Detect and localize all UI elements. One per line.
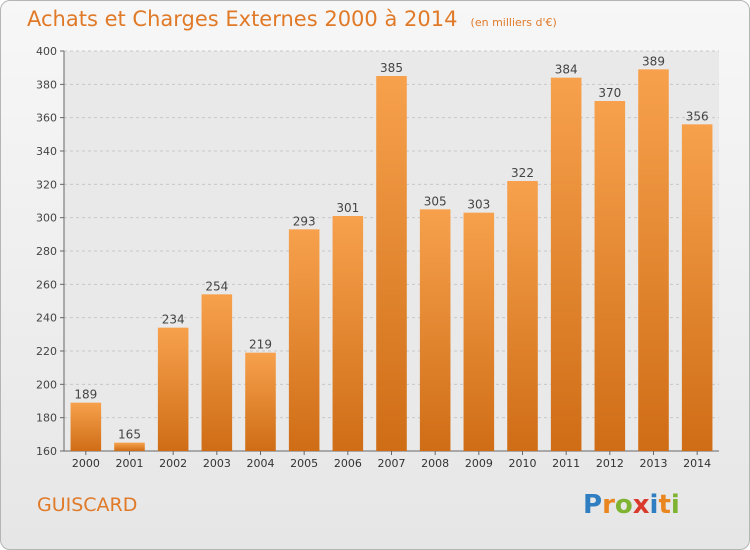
y-tick-label: 160	[36, 445, 57, 458]
y-tick-label: 260	[36, 278, 57, 291]
bar-2000	[70, 402, 102, 451]
data-label-2013: 389	[642, 54, 665, 68]
bar-2002	[157, 327, 189, 451]
y-tick-label: 180	[36, 412, 57, 425]
x-tick-label-2003: 2003	[203, 457, 231, 470]
y-tick-label: 380	[36, 78, 57, 91]
data-label-2003: 254	[205, 279, 228, 293]
y-tick-label: 360	[36, 112, 57, 125]
logo-letter: x	[632, 490, 650, 520]
proxiti-logo: Proxiti	[583, 490, 680, 520]
x-tick-label-2001: 2001	[116, 457, 144, 470]
bar-2009	[463, 212, 495, 451]
y-tick-label: 320	[36, 178, 57, 191]
data-label-2008: 305	[424, 194, 447, 208]
chart-title: Achats et Charges Externes 2000 à 2014 (…	[27, 7, 557, 31]
logo-letter: t	[658, 490, 671, 520]
x-tick-label-2013: 2013	[640, 457, 668, 470]
data-label-2000: 189	[74, 388, 97, 402]
bar-2012	[594, 101, 626, 451]
city-name: GUISCARD	[37, 494, 138, 516]
logo-letter: i	[670, 490, 680, 520]
y-tick-label: 200	[36, 378, 57, 391]
bar-2006	[332, 216, 364, 451]
bar-2011	[550, 77, 582, 452]
bar-2007	[376, 76, 407, 451]
y-tick-label: 240	[36, 312, 57, 325]
bar-2008	[419, 209, 451, 451]
data-label-2002: 234	[162, 313, 185, 327]
logo-letter: o	[614, 490, 633, 520]
data-label-2014: 356	[686, 109, 709, 123]
x-tick-label-2008: 2008	[421, 457, 449, 470]
bar-2003	[201, 294, 233, 451]
x-tick-label-2009: 2009	[465, 457, 493, 470]
logo-letter: r	[602, 490, 615, 520]
y-tick-label: 340	[36, 145, 57, 158]
y-tick-label: 220	[36, 345, 57, 358]
bar-2005	[288, 229, 320, 451]
data-label-2004: 219	[249, 338, 272, 352]
bar-2014	[681, 124, 713, 451]
x-tick-label-2012: 2012	[596, 457, 624, 470]
logo-letter: i	[649, 490, 659, 520]
bar-2001	[114, 442, 145, 451]
chart-unit-text: (en milliers d'€)	[470, 16, 557, 29]
y-tick-label: 280	[36, 245, 57, 258]
data-label-2009: 303	[467, 198, 490, 212]
data-label-2001: 165	[118, 428, 141, 442]
data-label-2011: 384	[555, 63, 578, 77]
x-tick-label-2010: 2010	[509, 457, 537, 470]
chart-title-text: Achats et Charges Externes 2000 à 2014	[27, 7, 458, 31]
x-tick-label-2004: 2004	[247, 457, 275, 470]
x-tick-label-2005: 2005	[290, 457, 318, 470]
data-label-2007: 385	[380, 61, 403, 75]
y-tick-label: 400	[36, 45, 57, 58]
x-tick-label-2011: 2011	[552, 457, 580, 470]
x-tick-label-2002: 2002	[159, 457, 187, 470]
data-label-2010: 322	[511, 166, 534, 180]
bar-2010	[507, 181, 538, 451]
x-tick-label-2006: 2006	[334, 457, 362, 470]
logo-letter: P	[583, 490, 603, 520]
x-tick-label-2000: 2000	[72, 457, 100, 470]
bar-2004	[245, 352, 276, 451]
y-tick-label: 300	[36, 212, 57, 225]
bar-2013	[638, 69, 669, 451]
data-label-2012: 370	[598, 86, 621, 100]
x-tick-label-2007: 2007	[378, 457, 406, 470]
x-tick-label-2014: 2014	[683, 457, 711, 470]
data-label-2006: 301	[336, 201, 359, 215]
data-label-2005: 293	[293, 214, 316, 228]
